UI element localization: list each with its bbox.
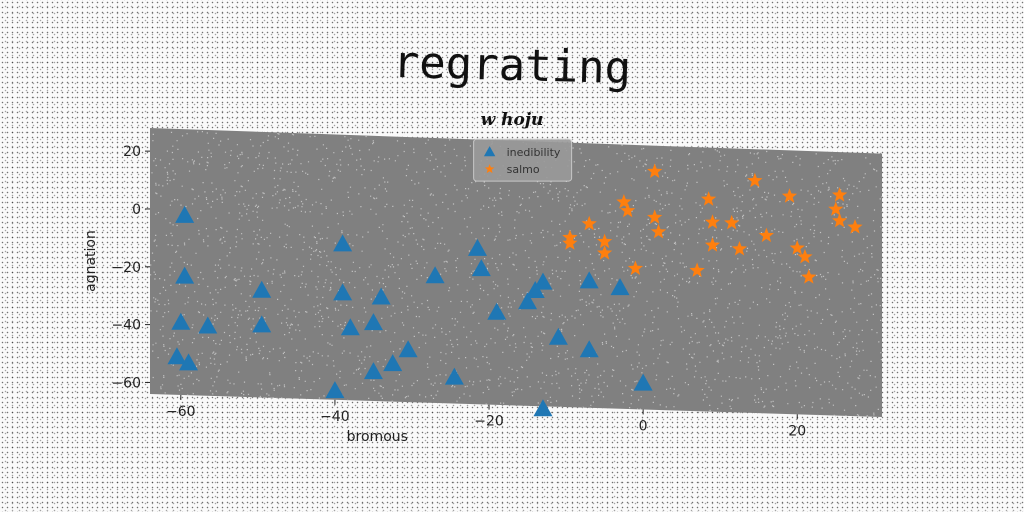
plot-speckle: [150, 131, 883, 417]
series-salmo: [562, 163, 863, 284]
salmo-point: [627, 260, 643, 275]
salmo-point: [828, 201, 844, 216]
salmo-point: [650, 223, 667, 239]
salmo-point: [797, 248, 813, 264]
inedibility-point: [175, 205, 195, 223]
inedibility-point: [175, 266, 195, 284]
legend-salmo-label: salmo: [507, 163, 540, 176]
inedibility-point: [425, 266, 445, 284]
legend-box: [473, 138, 573, 182]
x-tick-label: −20: [474, 414, 504, 430]
inedibility-point: [333, 283, 353, 301]
legend-salmo-marker: [484, 164, 495, 174]
series-inedibility: [167, 205, 653, 417]
chart-subtitle: w hoju: [480, 110, 544, 130]
data-marks: [167, 163, 863, 417]
inedibility-point: [167, 347, 187, 365]
inedibility-point: [363, 313, 383, 331]
x-axis-label: bromous: [347, 429, 408, 445]
inedibility-point: [333, 234, 353, 252]
inedibility-point: [383, 354, 403, 372]
inedibility-point: [633, 373, 653, 391]
x-tick-label: 0: [639, 418, 648, 434]
x-tick-label: −40: [320, 409, 350, 425]
salmo-point: [647, 209, 663, 224]
x-tick-label: −60: [166, 404, 196, 420]
inedibility-point: [371, 287, 391, 305]
x-tick-label: 20: [788, 423, 806, 439]
legend: inedibility salmo: [473, 138, 573, 182]
inedibility-point: [252, 280, 272, 298]
y-tick-label: −60: [111, 375, 141, 391]
salmo-point: [581, 215, 597, 231]
salmo-point: [832, 212, 848, 228]
salmo-point: [832, 187, 848, 202]
salmo-point: [562, 235, 578, 250]
inedibility-point: [548, 327, 568, 345]
inedibility-point: [171, 312, 191, 330]
y-axis-label: agnation: [83, 230, 99, 292]
salmo-point: [801, 269, 817, 284]
plot-noise: [150, 131, 883, 417]
inedibility-point: [252, 315, 272, 333]
salmo-point: [647, 163, 663, 178]
salmo-point: [758, 227, 774, 243]
salmo-point: [781, 188, 798, 203]
inedibility-point: [325, 381, 345, 399]
inedibility-point: [487, 302, 507, 320]
plot-area: inedibility salmo: [150, 128, 883, 417]
inedibility-point: [518, 292, 538, 310]
inedibility-point: [340, 318, 360, 336]
inedibility-point: [610, 278, 630, 296]
salmo-point: [689, 262, 705, 277]
salmo-point: [731, 241, 748, 256]
salmo-point: [616, 194, 632, 209]
inedibility-point: [198, 316, 218, 334]
inedibility-point: [471, 259, 491, 277]
inedibility-point: [579, 340, 599, 358]
legend-inedibility-marker: [483, 146, 496, 157]
inedibility-point: [444, 367, 464, 385]
salmo-point: [847, 219, 863, 234]
plot-background-shape: [150, 128, 882, 417]
inedibility-point: [533, 399, 553, 417]
inedibility-point: [467, 238, 487, 256]
y-tick-label: −40: [111, 318, 141, 334]
inedibility-point: [579, 271, 599, 289]
salmo-point: [620, 202, 636, 218]
salmo-point: [704, 214, 721, 229]
salmo-point: [704, 237, 721, 252]
salmo-point: [789, 240, 805, 255]
y-tick-label: −20: [111, 260, 141, 276]
inedibility-point: [398, 340, 418, 358]
salmo-point: [597, 233, 613, 249]
salmo-point: [597, 245, 613, 260]
inedibility-point: [179, 353, 199, 371]
inedibility-point: [533, 272, 553, 290]
legend-inedibility-label: inedibility: [507, 146, 561, 159]
y-tick-label: 0: [132, 202, 141, 218]
y-tick-label: 20: [123, 144, 141, 160]
salmo-point: [747, 172, 763, 188]
axes: −60 −40 −20 0 20 20 0 −20 −40 −60 bromous agnation: [83, 144, 806, 445]
salmo-point: [724, 214, 740, 230]
inedibility-point: [363, 362, 383, 380]
salmo-point: [701, 191, 717, 206]
